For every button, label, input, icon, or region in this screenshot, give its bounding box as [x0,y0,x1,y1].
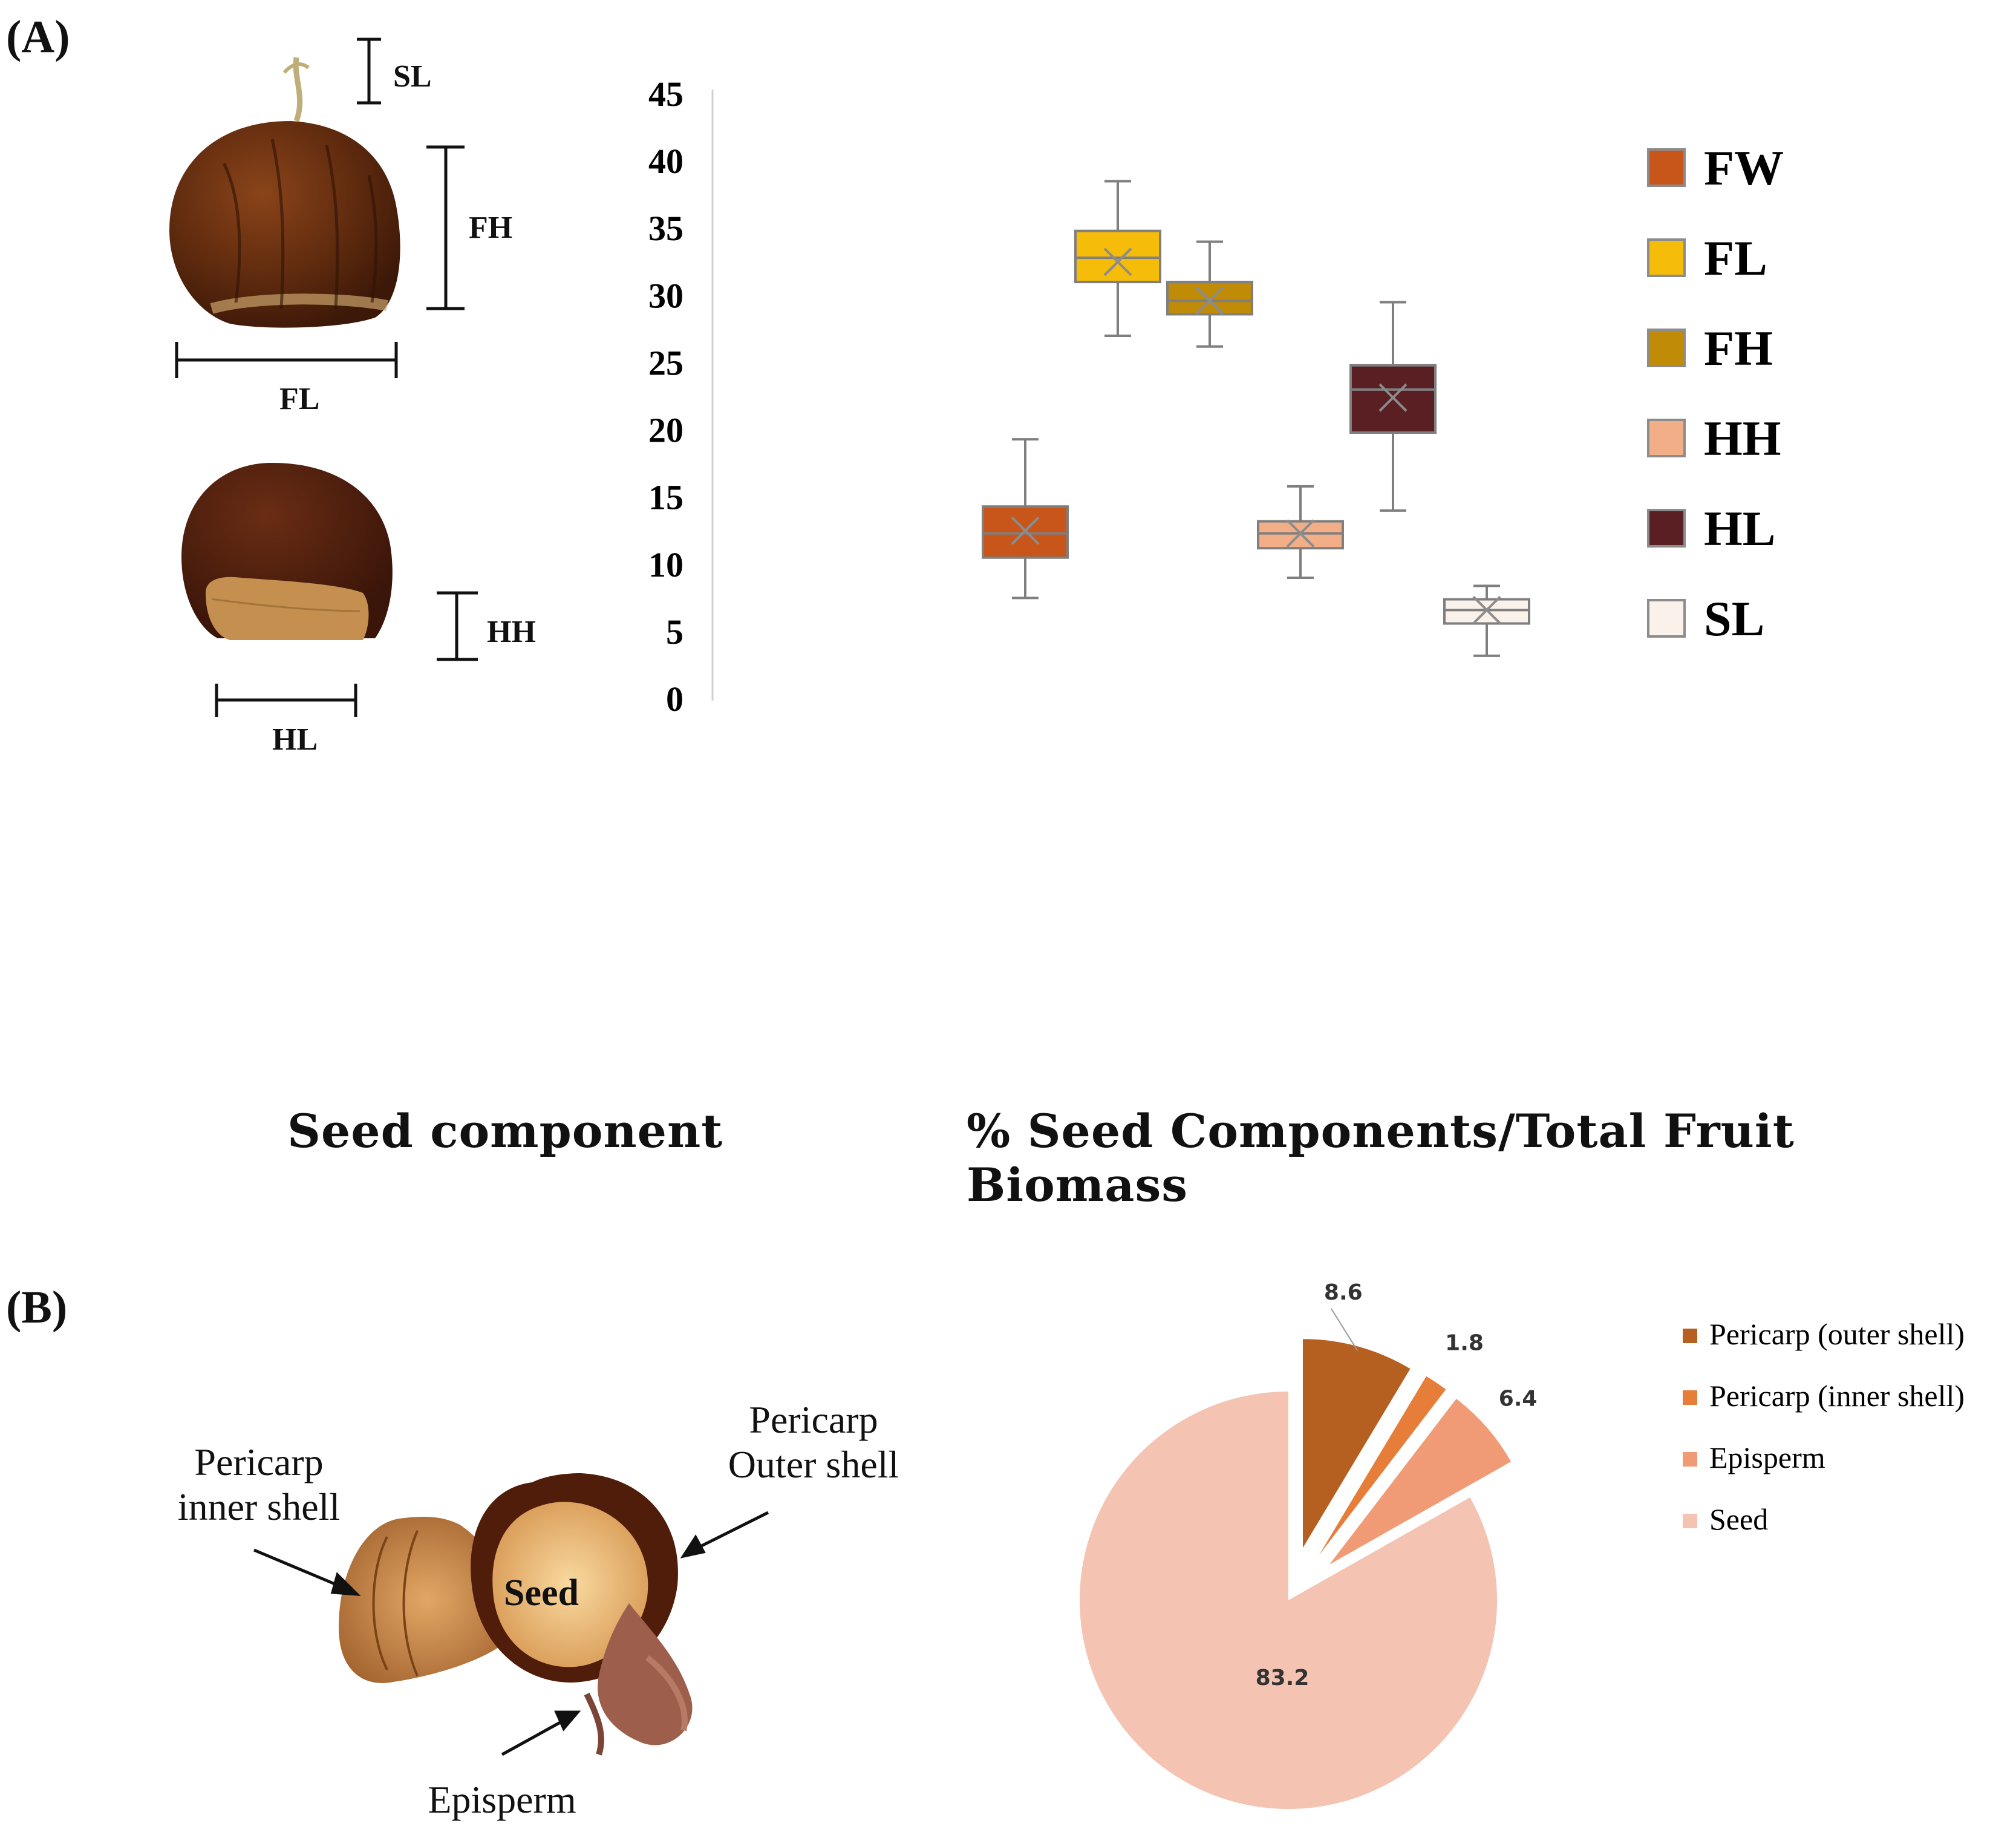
pie-legend-swatch [1683,1452,1697,1467]
seed-component-image [339,1473,693,1756]
callout-episperm: Episperm [428,1778,576,1821]
legend-swatch-fh [1647,329,1686,367]
pie-chart-title: % Seed Components/Total Fruit Biomass [967,1104,1795,1212]
legend-label-fw: FW [1704,140,1784,195]
pie-data-label: 83.2 [1256,1666,1310,1690]
dim-label-sl: SL [393,59,432,94]
pie-legend-label: Seed [1709,1502,1768,1536]
pie-slice [1079,1392,1497,1809]
callout-arrows [253,1511,769,1756]
pie-legend-label: Pericarp (outer shell) [1709,1317,1965,1351]
box-iqr [1166,281,1253,316]
box-sl [1443,584,1530,657]
box-fh [1166,240,1253,348]
pie-data-label: 8.6 [1324,1280,1363,1305]
pie-legend-label: Pericarp (inner shell) [1709,1379,1965,1413]
panel-b-label: (B) [6,1282,68,1333]
seed-component-heading: Seed component [287,1104,723,1158]
dimension-brackets [175,38,478,717]
legend-swatch-fw [1647,148,1686,187]
callout-outer-shell: Pericarp Outer shell [728,1398,899,1486]
pie-data-label: 6.4 [1499,1386,1538,1411]
y-tick-label: 25 [648,343,683,382]
y-tick-label: 40 [648,142,683,181]
legend-label-fh: FH [1704,321,1773,376]
mean-marker [1472,595,1501,624]
legend-swatch-sl [1647,599,1686,638]
y-tick-label: 15 [648,478,683,517]
y-tick-label: 45 [648,74,683,114]
y-tick-label: 30 [648,276,683,315]
mean-marker [1103,247,1132,276]
box-hl [1349,301,1437,512]
y-tick-label: 20 [648,411,683,450]
pie-legend-swatch [1683,1390,1697,1405]
legend-swatch-fl [1647,238,1686,277]
box-hh [1257,485,1344,579]
callout-seed: Seed [504,1572,579,1614]
dim-label-fh: FH [469,211,513,245]
legend-label-hh: HH [1704,411,1781,466]
pie-leader-line [1330,1308,1359,1351]
dim-label-hh: HH [487,615,536,649]
box-iqr [1349,364,1437,434]
pie-legend-swatch [1683,1514,1697,1528]
pie-slice [1303,1339,1411,1548]
mean-marker [1195,286,1224,315]
legend-label-fl: FL [1704,231,1767,286]
mean-marker [1286,519,1315,548]
box-fw [982,438,1069,600]
y-tick-label: 10 [648,545,683,584]
callout-inner-shell: Pericarp inner shell [177,1441,341,1528]
box-iqr [1074,229,1161,284]
y-tick-label: 0 [666,679,683,719]
pie-slice [1319,1376,1446,1555]
pie-legend-label: Episperm [1709,1441,1825,1474]
dim-label-fl: FL [279,382,320,416]
chestnut-hilum-image [181,463,393,640]
pie-slice [1329,1398,1512,1565]
legend-swatch-hl [1647,509,1686,548]
y-tick-label: 5 [666,612,683,652]
box-fl [1074,180,1161,337]
legend-label-hl: HL [1704,501,1775,556]
legend-label-sl: SL [1704,591,1764,646]
y-tick-label: 35 [648,209,683,248]
pie-legend-swatch [1683,1329,1697,1343]
dim-label-hl: HL [272,722,318,757]
panel-a-label: (A) [6,11,70,62]
chestnut-whole-image [169,57,400,328]
mean-marker [1011,516,1040,545]
pie-data-label: 1.8 [1445,1330,1484,1355]
mean-marker [1378,383,1408,412]
legend-swatch-hh [1647,419,1686,457]
